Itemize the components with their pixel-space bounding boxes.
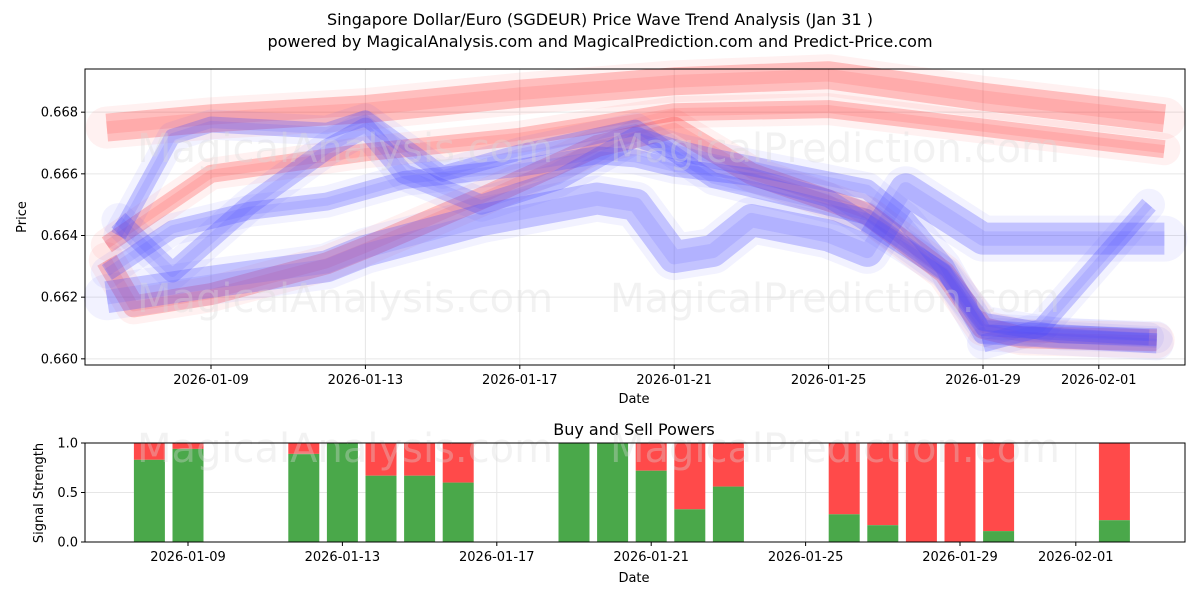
signal-x-tick-label: 2026-02-01 bbox=[1038, 550, 1114, 565]
buy-power-bar bbox=[288, 453, 320, 542]
price-band-halo bbox=[85, 54, 1186, 149]
price-band-blue-low-band bbox=[104, 173, 1165, 314]
price-panel: MagicalAnalysis.com MagicalPrediction.co… bbox=[15, 54, 1188, 407]
price-band-red-mid-band bbox=[101, 100, 1166, 253]
signal-x-tick-label: 2026-01-13 bbox=[305, 550, 381, 565]
signal-y-axis-label: Signal Strength bbox=[32, 443, 47, 543]
watermark-prediction-top: MagicalPrediction.com bbox=[610, 126, 1060, 172]
price-x-tick-label: 2026-01-29 bbox=[945, 373, 1021, 388]
price-y-tick-label: 0.662 bbox=[41, 291, 78, 306]
buy-power-bar bbox=[597, 443, 629, 542]
price-band-core bbox=[106, 68, 1166, 134]
price-band-halo bbox=[88, 109, 1175, 359]
signal-x-tick-label: 2026-01-21 bbox=[613, 550, 689, 565]
watermark-analysis-mid: MagicalAnalysis.com bbox=[137, 276, 553, 322]
price-y-axis-label: Price bbox=[15, 201, 30, 233]
buy-power-bar bbox=[172, 448, 204, 542]
sell-power-bar bbox=[404, 443, 436, 476]
buy-power-bar bbox=[983, 531, 1015, 542]
price-panel-frame bbox=[84, 68, 1186, 366]
price-band-core bbox=[104, 105, 1165, 249]
price-x-tick-label: 2026-01-09 bbox=[173, 373, 249, 388]
price-band-core bbox=[105, 182, 1165, 305]
sell-power-bar bbox=[133, 443, 165, 460]
watermark-prediction-bottom: MagicalPrediction.com bbox=[610, 426, 1060, 472]
price-band-halo bbox=[90, 93, 1181, 261]
buy-power-bar bbox=[365, 475, 397, 542]
price-band-core bbox=[102, 122, 1157, 346]
sell-power-bar bbox=[635, 443, 667, 471]
watermark-analysis-top: MagicalAnalysis.com bbox=[137, 126, 553, 172]
price-y-tick-label: 0.666 bbox=[41, 167, 78, 182]
sell-power-bar bbox=[983, 443, 1015, 532]
watermark-analysis-bottom: MagicalAnalysis.com bbox=[137, 426, 553, 472]
price-band-core bbox=[104, 151, 1157, 342]
sell-power-bar bbox=[442, 443, 474, 483]
price-band-core bbox=[115, 114, 1150, 341]
signal-panel: Buy and Sell Powers MagicalAnalysis.com … bbox=[32, 420, 1186, 586]
signal-x-tick-label: 2026-01-17 bbox=[459, 550, 535, 565]
buy-power-bar bbox=[867, 525, 899, 542]
signal-y-tick-label: 1.0 bbox=[57, 437, 78, 452]
buy-power-bar bbox=[828, 514, 860, 542]
buy-power-bar bbox=[635, 470, 667, 542]
price-band-red-low-band bbox=[97, 116, 1157, 352]
price-x-tick-label: 2026-01-17 bbox=[482, 373, 558, 388]
signal-x-tick-label: 2026-01-25 bbox=[768, 550, 844, 565]
price-x-axis-label: Date bbox=[618, 392, 649, 407]
sell-power-bar bbox=[172, 443, 204, 449]
watermark-prediction-mid: MagicalPrediction.com bbox=[610, 276, 1060, 322]
sell-power-bar bbox=[712, 443, 744, 487]
price-x-tick-label: 2026-01-13 bbox=[328, 373, 404, 388]
price-band-halo bbox=[967, 188, 1165, 360]
buy-power-bar bbox=[133, 459, 165, 542]
price-band-halo bbox=[101, 110, 1174, 361]
signal-panel-title: Buy and Sell Powers bbox=[553, 420, 715, 439]
price-band-blue-wave-3 bbox=[111, 117, 1158, 354]
buy-power-bar bbox=[674, 509, 706, 542]
chart-title-line2: powered by MagicalAnalysis.com and Magic… bbox=[267, 32, 932, 51]
signal-y-tick-label: 0.5 bbox=[57, 486, 78, 501]
sell-power-bar bbox=[365, 443, 397, 476]
price-band-blue-wave-2 bbox=[101, 146, 1157, 347]
price-band-halo bbox=[103, 103, 1164, 353]
price-x-tick-label: 2026-01-21 bbox=[636, 373, 712, 388]
signal-x-axis-label: Date bbox=[618, 571, 649, 586]
price-y-tick-label: 0.660 bbox=[41, 352, 78, 367]
buy-power-bar bbox=[442, 482, 474, 542]
sell-power-bar bbox=[828, 443, 860, 515]
price-band-red-top-band bbox=[105, 61, 1167, 142]
price-band-blue-wave-1 bbox=[111, 110, 1150, 346]
price-band-core bbox=[981, 202, 1153, 348]
price-band-blue-rebound bbox=[980, 198, 1156, 353]
sell-power-bar bbox=[905, 443, 937, 542]
buy-power-bar bbox=[326, 443, 358, 542]
chart-title-line1: Singapore Dollar/Euro (SGDEUR) Price Wav… bbox=[327, 10, 873, 29]
price-band-halo bbox=[83, 166, 1188, 321]
buy-power-bar bbox=[712, 486, 744, 542]
signal-x-tick-label: 2026-01-09 bbox=[150, 550, 226, 565]
price-x-tick-label: 2026-02-01 bbox=[1061, 373, 1137, 388]
signal-x-tick-label: 2026-01-29 bbox=[922, 550, 998, 565]
price-band-core bbox=[115, 123, 1157, 348]
sell-power-bar bbox=[674, 443, 706, 510]
buy-power-bar bbox=[404, 475, 436, 542]
sell-power-bar bbox=[1098, 443, 1130, 521]
buy-power-bar bbox=[1098, 520, 1130, 542]
sell-power-bar bbox=[867, 443, 899, 526]
price-x-tick-label: 2026-01-25 bbox=[791, 373, 867, 388]
sell-power-bar bbox=[944, 443, 976, 542]
price-y-tick-label: 0.664 bbox=[41, 229, 78, 244]
buy-power-bar bbox=[558, 443, 590, 542]
sell-power-bar bbox=[288, 443, 320, 454]
signal-y-tick-label: 0.0 bbox=[57, 536, 78, 551]
price-y-tick-label: 0.668 bbox=[41, 106, 78, 121]
price-band-halo bbox=[90, 139, 1173, 354]
